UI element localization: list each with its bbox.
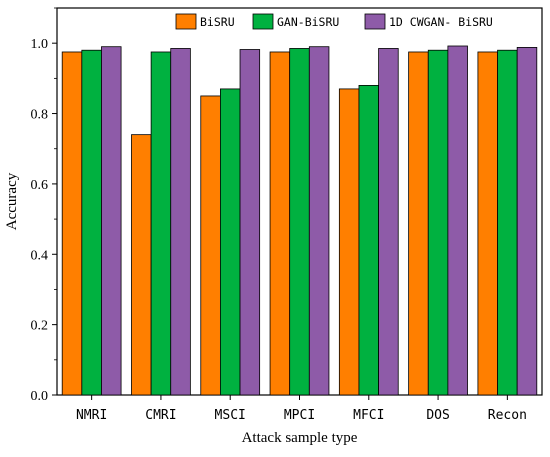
legend-label: GAN-BiSRU [277, 15, 339, 29]
bar-bisru-dos [408, 51, 429, 396]
bar-gan-bisru-msci [219, 88, 241, 396]
bar-gan-bisru-nmri [81, 49, 102, 396]
bars [61, 45, 538, 396]
bar-bisru-msci [200, 95, 221, 396]
x-tick-label: MSCI [215, 408, 246, 423]
legend: BiSRU GAN-BiSRU 1D CWGAN- BiSRU [175, 13, 493, 30]
bar-bisru-mpci [269, 51, 291, 396]
y-tick-label: 1.0 [31, 37, 49, 52]
bar-1d-cwgan-bisru-nmri [101, 46, 122, 396]
bar-bisru-cmri [131, 134, 152, 396]
bar-bisru-nmri [61, 51, 83, 396]
bar-1d-cwgan-bisru-dos [447, 45, 468, 396]
bar-gan-bisru-cmri [150, 51, 172, 396]
x-tick-label: Recon [488, 408, 527, 423]
legend-label: 1D CWGAN- BiSRU [389, 15, 493, 29]
y-tick-label: 0.4 [31, 248, 49, 263]
x-tick-label: NMRI [76, 408, 107, 423]
y-tick-label: 0.8 [31, 108, 49, 123]
y-tick-label: 0.2 [31, 319, 49, 334]
ticks: NMRI CMRI MSCI MPCI MFCI DOS Recon 0.0 0.2 0.4 0.6… [31, 7, 527, 423]
x-tick-label: MPCI [284, 408, 315, 423]
bar-1d-cwgan-bisru-recon [516, 47, 538, 396]
bar-bisru-recon [477, 51, 498, 396]
bar-1d-cwgan-bisru-msci [239, 49, 261, 396]
bar-1d-cwgan-bisru-cmri [170, 48, 191, 396]
bar-gan-bisru-mfci [358, 85, 380, 396]
legend-label: BiSRU [200, 15, 235, 29]
bar-gan-bisru-dos [427, 49, 449, 396]
x-tick-label: CMRI [145, 408, 176, 423]
bar-1d-cwgan-bisru-mfci [378, 48, 399, 396]
y-axis-title: Accuracy [4, 172, 20, 230]
x-tick-label: DOS [426, 408, 449, 423]
x-tick-label: MFCI [353, 408, 384, 423]
legend-swatch-bisru [175, 13, 197, 30]
legend-swatch-1d-cwgan-bisru [364, 13, 386, 30]
y-tick-label: 0.6 [31, 178, 49, 193]
bar-gan-bisru-mpci [289, 48, 310, 396]
bar-gan-bisru-recon [497, 49, 518, 396]
bar-bisru-mfci [338, 88, 360, 396]
bar-1d-cwgan-bisru-mpci [308, 46, 330, 396]
x-axis-title: Attack sample type [242, 430, 358, 446]
legend-swatch-gan-bisru [252, 13, 274, 30]
y-tick-label: 0.0 [31, 389, 49, 404]
